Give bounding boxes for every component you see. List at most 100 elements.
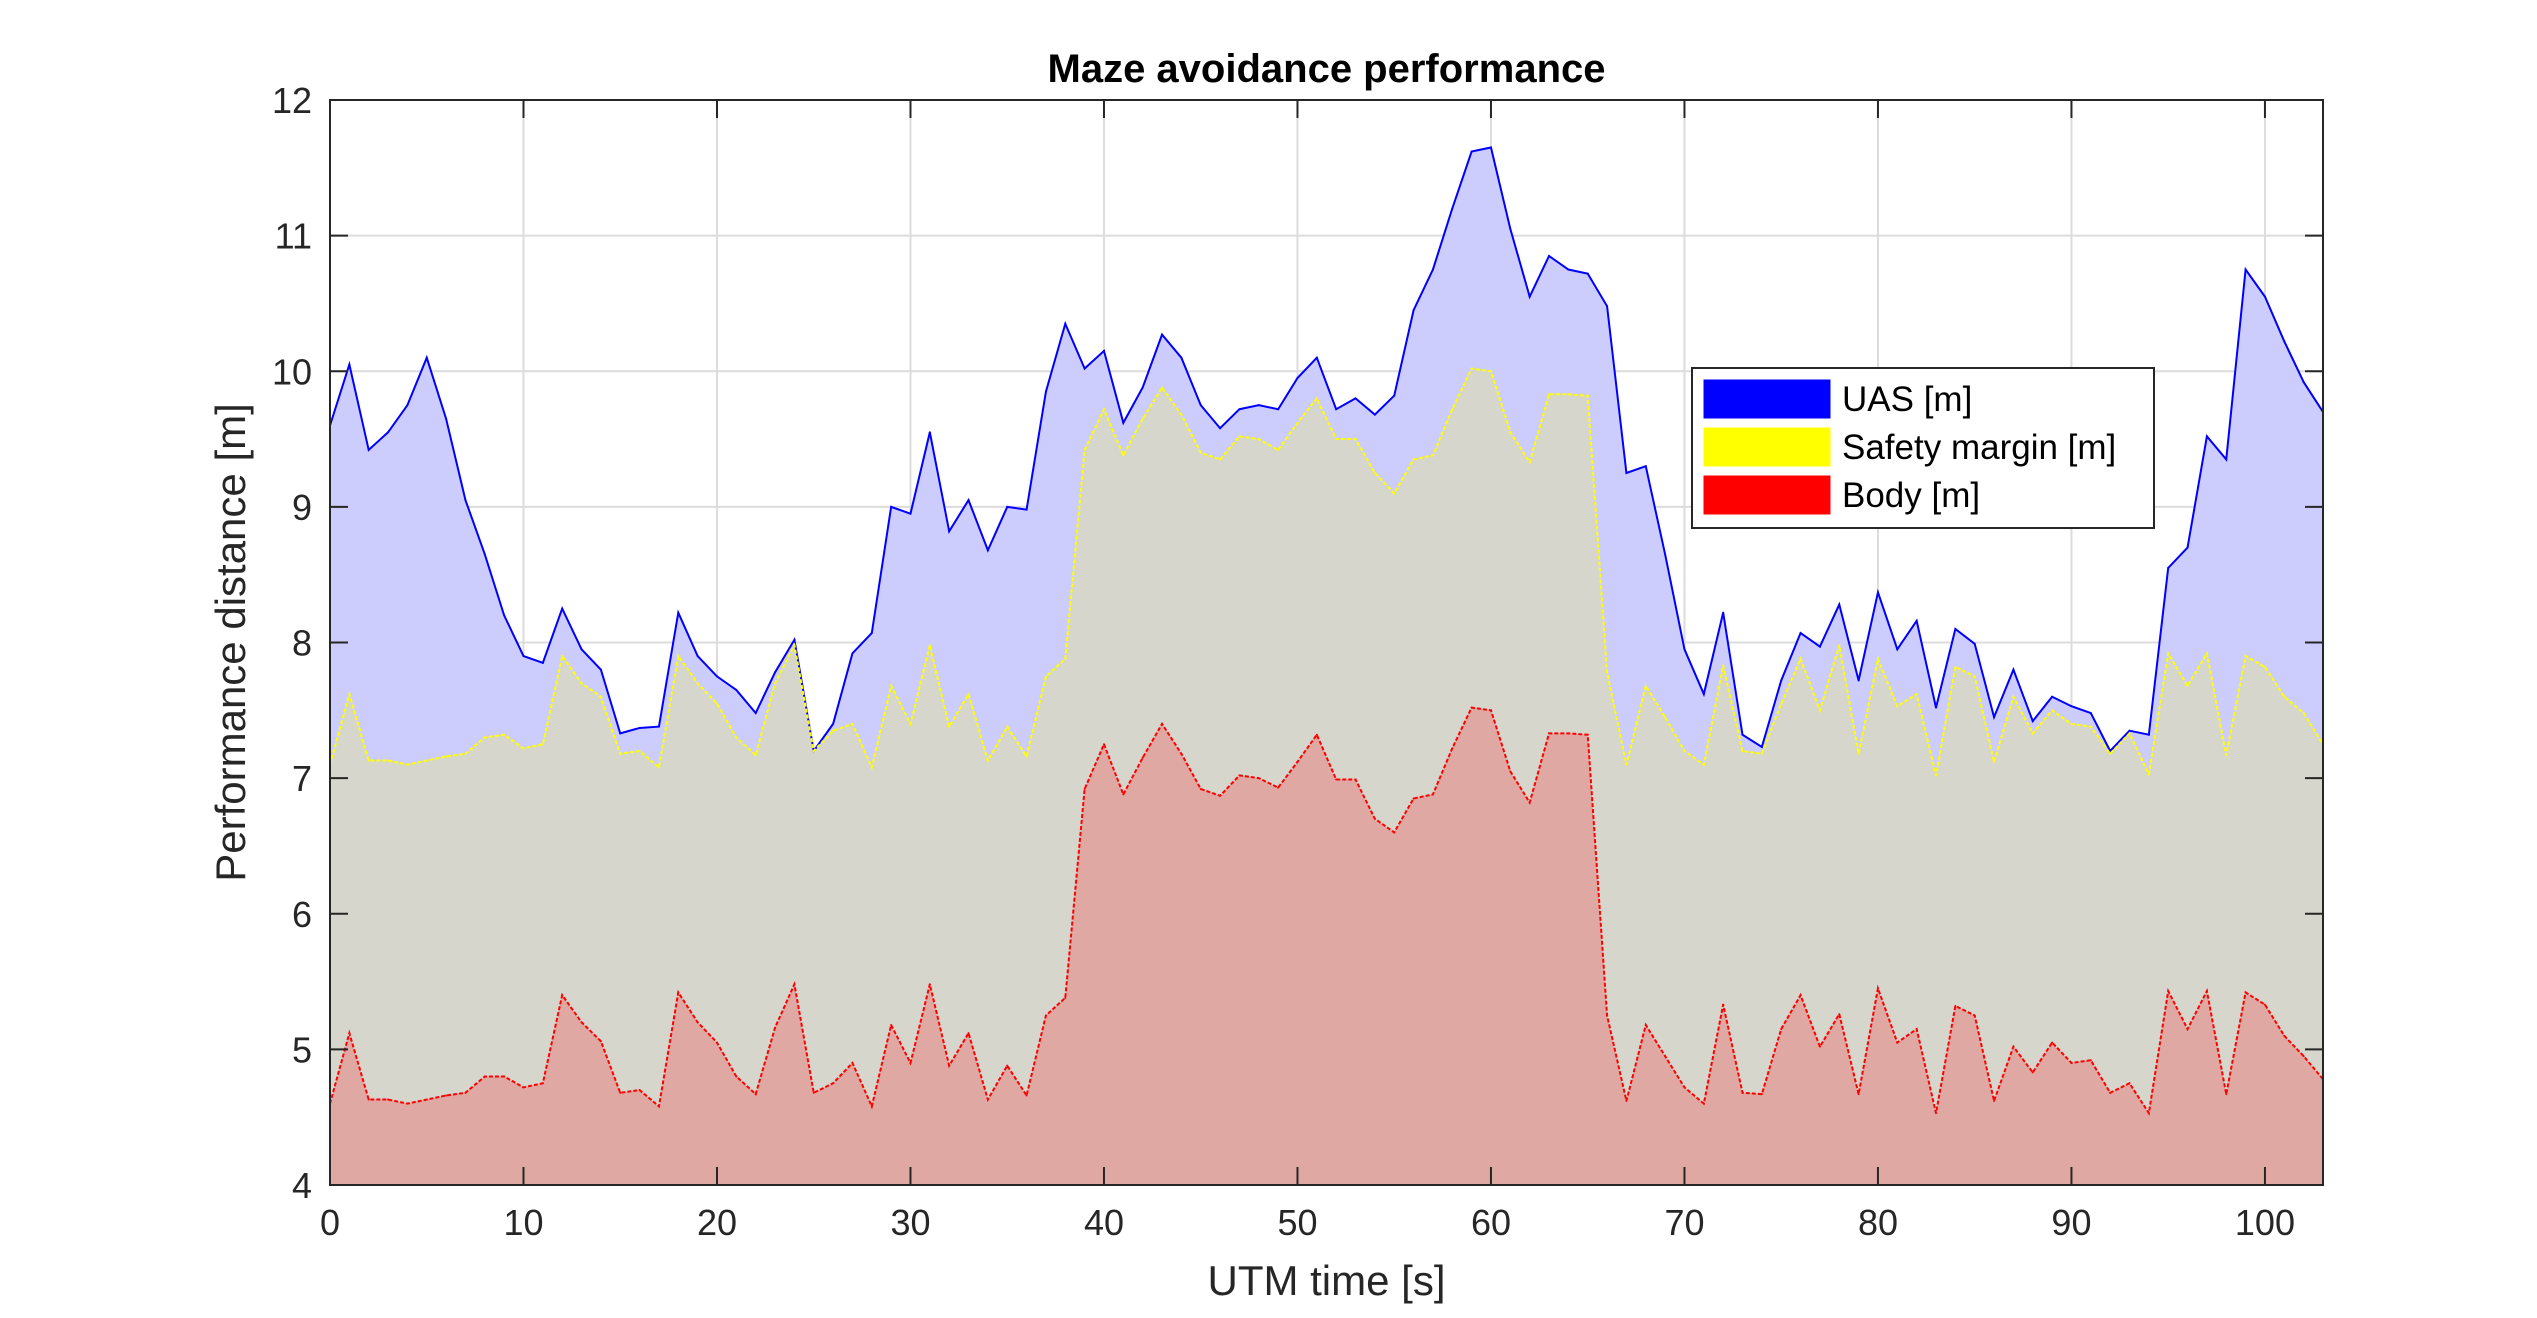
data-point-series-2 <box>1354 438 1357 441</box>
data-point-series-3 <box>696 1021 699 1024</box>
data-point-series-1 <box>677 611 680 614</box>
x-tick-label: 0 <box>320 1202 340 1243</box>
data-point-series-3 <box>1257 777 1260 780</box>
data-point-series-3 <box>793 983 796 986</box>
data-point-series-2 <box>1199 451 1202 454</box>
data-point-series-3 <box>1102 743 1105 746</box>
data-point-series-3 <box>1373 817 1376 820</box>
data-point-series-1 <box>1122 421 1125 424</box>
data-point-series-1 <box>735 688 738 691</box>
data-point-series-1 <box>657 725 660 728</box>
data-point-series-3 <box>1006 1064 1009 1067</box>
line-series-1 <box>329 146 2324 754</box>
data-point-series-3 <box>2070 1061 2073 1064</box>
data-point-series-1 <box>483 553 486 556</box>
data-point-series-1 <box>1567 268 1570 271</box>
data-point-series-2 <box>1702 763 1705 766</box>
data-point-series-2 <box>1993 760 1996 763</box>
data-point-series-3 <box>1993 1099 1996 1102</box>
data-point-series-2 <box>948 725 951 728</box>
data-point-series-1 <box>1451 207 1454 210</box>
data-point-series-2 <box>1219 458 1222 461</box>
data-point-series-1 <box>2205 435 2208 438</box>
data-point-series-2 <box>561 655 564 658</box>
data-point-series-1 <box>1586 272 1589 275</box>
x-tick-label: 50 <box>1277 1202 1317 1243</box>
data-point-series-2 <box>1915 693 1918 696</box>
data-point-series-2 <box>928 644 931 647</box>
data-point-series-2 <box>774 682 777 685</box>
data-point-series-1 <box>1315 356 1318 359</box>
data-point-series-2 <box>1335 438 1338 441</box>
data-point-series-2 <box>580 682 583 685</box>
data-point-series-3 <box>2167 990 2170 993</box>
data-point-series-1 <box>1354 397 1357 400</box>
data-point-series-1 <box>1993 716 1996 719</box>
data-point-series-2 <box>522 747 525 750</box>
data-point-series-1 <box>541 661 544 664</box>
data-point-series-1 <box>1199 404 1202 407</box>
data-point-series-3 <box>967 1032 970 1035</box>
data-point-series-1 <box>1219 427 1222 430</box>
data-point-series-1 <box>1025 508 1028 511</box>
data-point-series-3 <box>2089 1059 2092 1062</box>
data-point-series-2 <box>1122 454 1125 457</box>
data-point-series-1 <box>2302 381 2305 384</box>
legend-swatch <box>1703 475 1831 515</box>
data-point-series-1 <box>464 499 467 502</box>
data-point-series-1 <box>2244 268 2247 271</box>
data-point-series-2 <box>1006 725 1009 728</box>
data-point-series-2 <box>1876 657 1879 660</box>
data-point-series-3 <box>2283 1034 2286 1037</box>
data-point-series-3 <box>2128 1082 2131 1085</box>
legend-label: UAS [m] <box>1842 380 1972 419</box>
data-point-series-3 <box>1702 1102 1705 1105</box>
data-point-series-3 <box>1238 774 1241 777</box>
data-point-series-1 <box>1412 309 1415 312</box>
data-point-series-3 <box>1935 1112 1938 1115</box>
data-point-series-2 <box>1180 413 1183 416</box>
data-point-series-2 <box>793 644 796 647</box>
data-point-series-2 <box>2186 684 2189 687</box>
data-point-series-1 <box>1838 603 1841 606</box>
data-point-series-2 <box>1664 716 1667 719</box>
data-point-series-1 <box>503 614 506 617</box>
data-point-series-3 <box>1489 709 1492 712</box>
data-point-series-2 <box>1799 657 1802 660</box>
y-tick-label: 11 <box>275 216 312 257</box>
data-point-series-1 <box>1044 390 1047 393</box>
data-point-series-1 <box>1373 413 1376 416</box>
data-point-series-1 <box>1664 553 1667 556</box>
data-point-series-3 <box>1315 733 1318 736</box>
data-point-series-1 <box>1141 386 1144 389</box>
data-point-series-3 <box>1219 794 1222 797</box>
data-point-series-3 <box>677 991 680 994</box>
y-axis-label: Performance distance [m] <box>207 403 254 882</box>
data-point-series-2 <box>2205 652 2208 655</box>
data-point-series-1 <box>1296 377 1299 380</box>
data-point-series-1 <box>870 632 873 635</box>
data-point-series-2 <box>445 755 448 758</box>
legend-label: Body [m] <box>1842 476 1980 515</box>
data-point-series-2 <box>2128 732 2131 735</box>
data-point-series-1 <box>832 722 835 725</box>
data-point-series-1 <box>1528 295 1531 298</box>
data-point-series-3 <box>1760 1093 1763 1096</box>
data-point-series-2 <box>1644 684 1647 687</box>
data-point-series-1 <box>851 652 854 655</box>
data-point-series-2 <box>2283 695 2286 698</box>
data-point-series-3 <box>638 1089 641 1092</box>
data-point-series-3 <box>1277 786 1280 789</box>
data-point-series-2 <box>1586 394 1589 397</box>
chart-legend: UAS [m] Safety margin [m] Body [m] <box>1691 367 2155 529</box>
data-point-series-1 <box>948 530 951 533</box>
data-point-series-3 <box>1818 1045 1821 1048</box>
data-point-series-3 <box>1122 793 1125 796</box>
data-point-series-1 <box>1915 619 1918 622</box>
data-point-series-2 <box>1431 454 1434 457</box>
data-point-series-1 <box>367 448 370 451</box>
data-point-series-1 <box>1644 465 1647 468</box>
y-tick-label: 6 <box>292 894 312 935</box>
